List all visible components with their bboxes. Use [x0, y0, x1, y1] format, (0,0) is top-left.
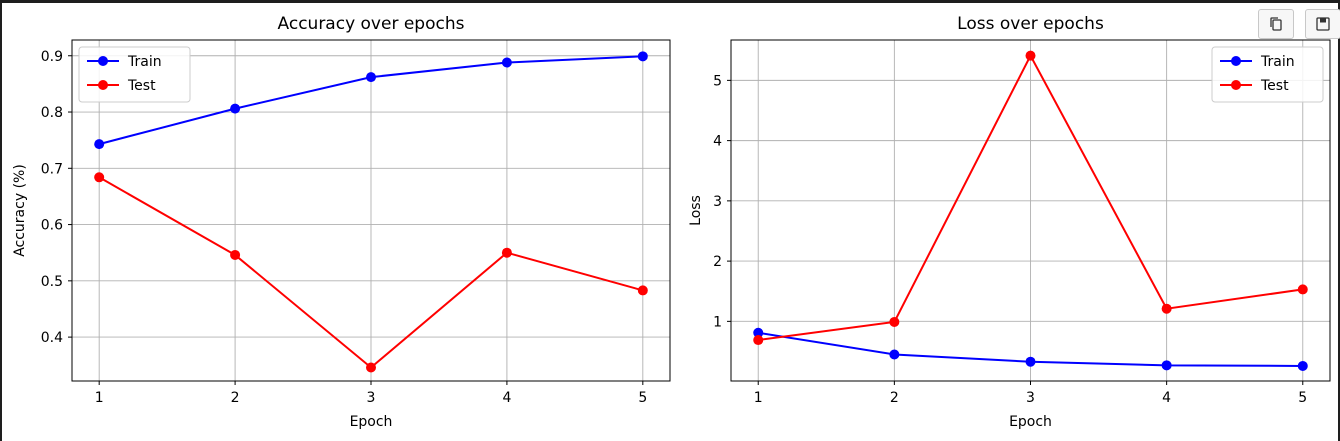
data-point-train [1161, 360, 1172, 371]
data-point-test [1025, 50, 1036, 61]
y-tick-label: 0.4 [41, 330, 63, 346]
x-tick-label: 4 [502, 390, 511, 406]
chart-title: Loss over epochs [957, 14, 1104, 34]
left-border [0, 0, 2, 441]
y-tick-label: 5 [713, 73, 722, 89]
data-point-train [366, 72, 376, 83]
x-tick-label: 2 [231, 390, 240, 406]
legend-label-test: Test [1260, 78, 1289, 94]
x-tick-label: 5 [1298, 390, 1307, 406]
data-point-test [1161, 303, 1172, 314]
x-tick-label: 1 [95, 390, 104, 406]
data-point-test [366, 362, 376, 373]
data-point-train [1297, 360, 1308, 371]
save-button[interactable] [1305, 9, 1340, 39]
y-axis-label: Accuracy (%) [12, 164, 28, 257]
y-tick-label: 0.8 [41, 105, 63, 121]
chart-accuracy: 1 2 3 4 5 0.4 0.5 0.6 0.7 0.8 0.9 Accuracy over epo… [12, 14, 671, 430]
x-axis-label: Epoch [1009, 414, 1052, 430]
y-tick-label: 3 [713, 194, 722, 210]
legend-label-test: Test [127, 78, 156, 94]
legend-marker-test [98, 80, 108, 90]
x-tick-label: 4 [1162, 390, 1171, 406]
x-tick-label: 2 [890, 390, 899, 406]
y-tick-label: 0.7 [41, 161, 63, 177]
legend-marker-train [98, 56, 108, 66]
legend-label-train: Train [1260, 54, 1295, 70]
legend-label-train: Train [127, 54, 162, 70]
y-tick-label: 1 [713, 314, 722, 330]
data-point-test [230, 249, 241, 260]
data-point-train [753, 327, 764, 338]
legend-marker-train [1231, 56, 1241, 66]
data-point-train [1025, 356, 1036, 367]
legend: Train Test [78, 46, 191, 103]
data-point-train [94, 139, 105, 150]
data-point-train [889, 349, 900, 360]
x-tick-label: 3 [367, 390, 376, 406]
top-border [0, 0, 1340, 3]
y-tick-label: 2 [713, 254, 722, 270]
y-tick-label: 0.6 [41, 218, 63, 234]
data-point-train [637, 51, 648, 62]
x-tick-label: 3 [1026, 390, 1035, 406]
y-tick-label: 0.5 [41, 274, 63, 290]
y-tick-label: 0.9 [41, 49, 63, 65]
legend-marker-test [1231, 80, 1241, 90]
data-point-test [889, 316, 900, 327]
save-icon [1316, 17, 1330, 31]
x-tick-label: 5 [638, 390, 647, 406]
x-tick-label: 1 [754, 390, 763, 406]
copy-button[interactable] [1258, 9, 1294, 39]
y-axis-label: Loss [688, 195, 704, 226]
copy-icon [1270, 17, 1282, 31]
data-point-test [637, 285, 648, 296]
right-border [1338, 0, 1340, 441]
legend: Train Test [1211, 46, 1324, 103]
chart-title: Accuracy over epochs [278, 14, 465, 34]
data-point-test [501, 247, 512, 258]
x-axis-label: Epoch [350, 414, 393, 430]
data-point-test [1297, 284, 1308, 295]
chart-loss: 1 2 3 4 5 1 2 3 4 5 Loss over epochs Epoch Loss Train… [688, 14, 1331, 430]
data-point-test [753, 335, 764, 346]
data-point-train [230, 103, 241, 114]
data-point-train [501, 57, 512, 68]
y-tick-label: 4 [713, 134, 722, 150]
data-point-test [94, 172, 105, 183]
